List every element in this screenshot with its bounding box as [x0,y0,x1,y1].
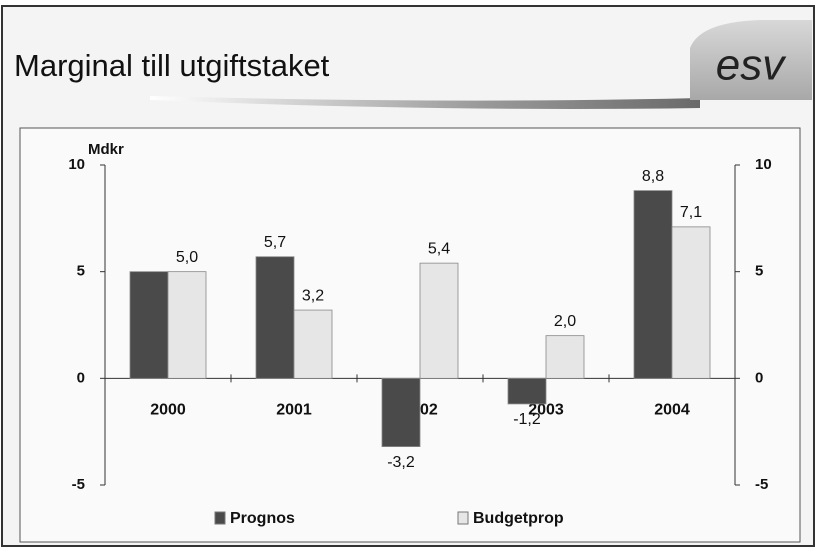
bar [293,309,333,379]
bar [671,226,711,379]
data-label: 8,8 [642,168,664,185]
x-tick-label: 2003 [528,402,564,419]
bar [633,190,673,379]
y-tick-label: 5 [77,263,85,280]
slide-title: Marginal till utgiftstaket [14,48,330,83]
y-tick-label: -5 [72,476,85,493]
y2-tick-label: 0 [755,369,763,386]
bar [507,377,547,405]
legend-swatch [457,511,469,525]
x-tick-label: 2004 [654,402,690,419]
legend-label: Budgetprop [473,510,564,527]
x-tick-label: 2000 [150,402,186,419]
legend-label: Prognos [230,510,295,527]
data-label: -3,2 [387,454,415,471]
data-label: 5,4 [428,240,450,257]
bar [381,377,421,448]
data-label: 7,1 [680,204,702,221]
title-swoosh [150,96,700,109]
legend-swatch [214,511,226,525]
x-tick-label: 2001 [276,402,312,419]
data-label: -1,2 [513,411,541,428]
data-label: 2,0 [554,313,576,330]
bar [419,262,459,379]
y2-tick-label: 10 [755,156,772,173]
data-label: 5,0 [176,249,198,266]
y-tick-label: 0 [77,369,85,386]
y2-tick-label: 5 [755,263,763,280]
y-axis-label: Mdkr [88,141,124,158]
y2-tick-label: -5 [755,476,768,493]
data-label: 5,7 [264,234,286,251]
logo-box [690,20,812,100]
bar [129,271,169,379]
plot: -50510-5051020005,020015,73,22002-3,25,4… [68,156,771,527]
data-label: 3,2 [302,287,324,304]
y-tick-label: 10 [68,156,85,173]
bar [545,335,585,379]
bar [255,256,295,379]
bar [167,271,207,379]
logo: esv [716,41,787,90]
